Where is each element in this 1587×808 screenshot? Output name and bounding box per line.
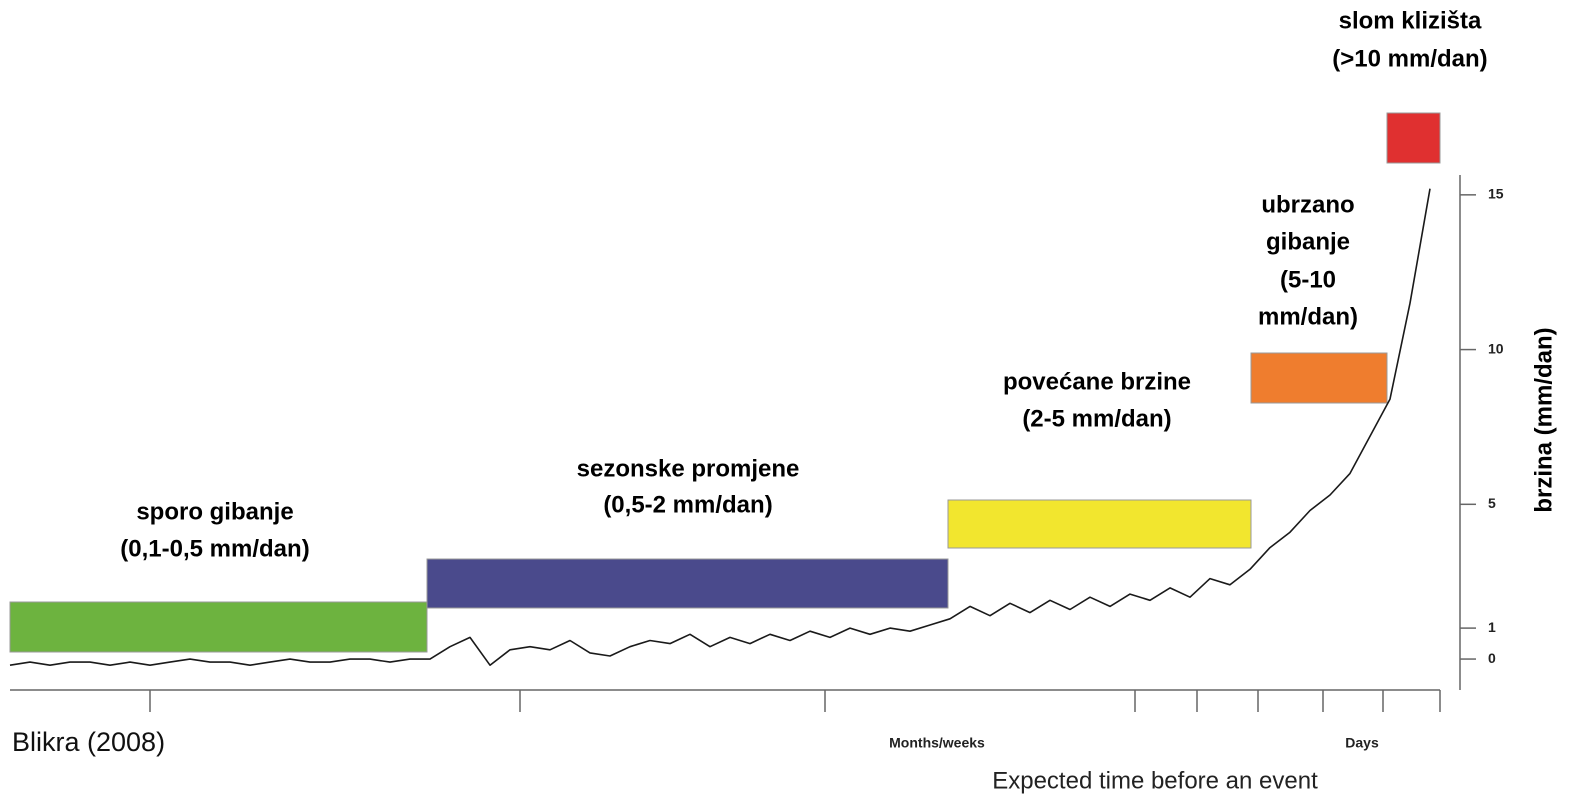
- x-axis-label: Expected time before an event: [992, 767, 1318, 794]
- zone-label: (0,5-2 mm/dan): [603, 491, 772, 518]
- zone-label: (>10 mm/dan): [1332, 45, 1487, 72]
- data-line: [9, 188, 1431, 666]
- zone-label: (0,1-0,5 mm/dan): [120, 535, 309, 562]
- zone-box: [9, 601, 428, 653]
- zone-box: [947, 499, 1252, 549]
- zone-label: (5-10: [1280, 266, 1336, 293]
- y-axis-label: brzina (mm/dan): [1530, 327, 1557, 512]
- y-tick-label: 5: [1488, 495, 1496, 511]
- zone-box: [426, 558, 949, 609]
- y-tick-label: 1: [1488, 619, 1496, 635]
- y-tick-label: 10: [1488, 340, 1504, 356]
- y-tick-label: 0: [1488, 650, 1496, 666]
- zone-label: povećane brzine: [1003, 368, 1191, 395]
- x-annotation: Months/weeks: [889, 735, 985, 751]
- zone-label: gibanje: [1266, 228, 1350, 255]
- zone-box: [1250, 352, 1388, 404]
- zone-label: ubrzano: [1261, 191, 1354, 218]
- y-tick-label: 15: [1488, 186, 1504, 202]
- zone-label: mm/dan): [1258, 303, 1358, 330]
- zone-label: (2-5 mm/dan): [1022, 405, 1171, 432]
- source: Blikra (2008): [12, 727, 165, 757]
- x-ticks: [149, 690, 1441, 712]
- zone-box: [1386, 112, 1441, 164]
- zone-label: sporo gibanje: [136, 498, 293, 525]
- zone-label: slom klizišta: [1339, 7, 1482, 34]
- zone-label: sezonske promjene: [577, 455, 800, 482]
- x-annotation: Days: [1345, 735, 1379, 751]
